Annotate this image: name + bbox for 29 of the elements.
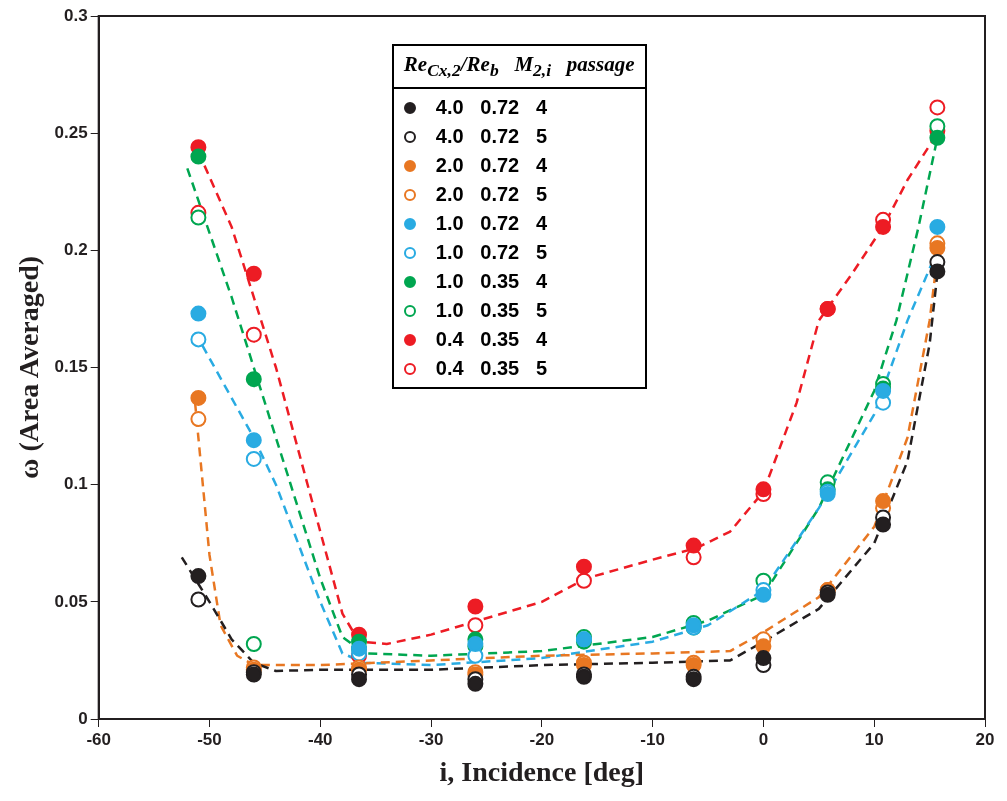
x-tick-label: -40 (307, 729, 333, 749)
legend-label: 4.0 0.72 4 (435, 96, 548, 120)
y-tick-label: 0.25 (54, 122, 88, 142)
x-tick-label: -30 (418, 729, 444, 749)
legend-label: 1.0 0.35 5 (435, 299, 548, 323)
y-tick-label: 0.15 (54, 357, 88, 377)
legend-label: 2.0 0.72 5 (435, 183, 548, 207)
legend-label: 1.0 0.72 5 (435, 241, 548, 265)
legend-label: 1.0 0.35 4 (435, 270, 548, 294)
x-tick-label: -50 (197, 729, 222, 749)
y-axis-title: ω (Area Averaged) (13, 255, 45, 480)
y-tick-label: 0.1 (64, 474, 88, 494)
x-tick-label: 0 (758, 729, 769, 749)
y-tick-label: 0.05 (54, 591, 88, 611)
x-tick-label: -10 (640, 729, 665, 749)
legend-label: 0.4 0.35 5 (435, 357, 548, 381)
legend-label: 4.0 0.72 5 (435, 125, 548, 149)
legend-label: 2.0 0.72 4 (435, 154, 548, 178)
x-tick-label: 20 (975, 729, 995, 749)
legend-title: Re$_{Cx,2}$/Re$_{b}$ M$_{2,i}$ passage (393, 46, 645, 90)
legend-label: 1.0 0.72 4 (435, 212, 548, 236)
x-tick-label: -20 (529, 729, 555, 749)
x-axis-title: i, Incidence [deg] (439, 756, 645, 788)
y-tick-label: 0.3 (64, 5, 88, 25)
legend-label: 0.4 0.35 4 (435, 328, 548, 352)
x-tick-label: -60 (86, 729, 111, 749)
x-tick-label: 10 (864, 729, 884, 749)
y-tick-label: 0.2 (64, 240, 88, 260)
y-tick-label: 0 (78, 708, 88, 728)
